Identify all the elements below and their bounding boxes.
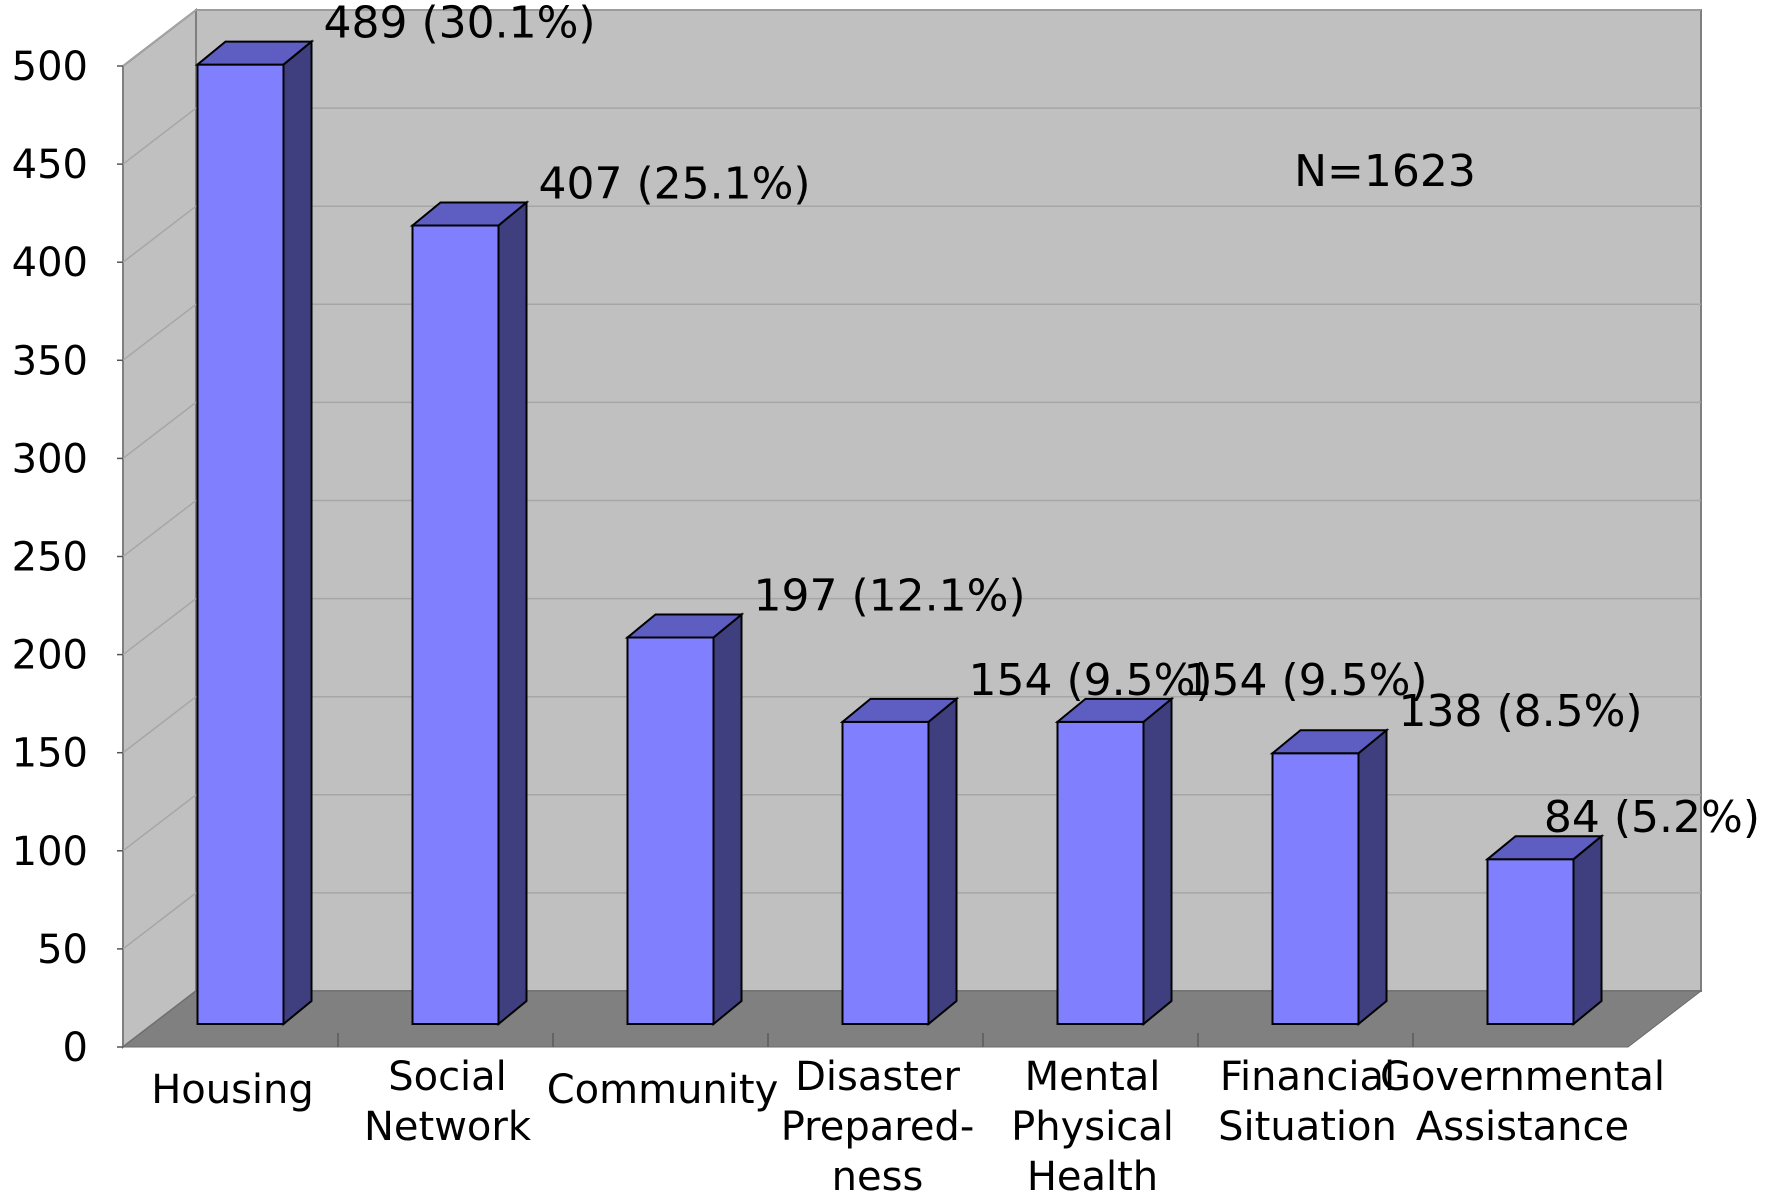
data-label: 197 (12.1%) [754,570,1026,621]
x-category-label-line: Housing [151,1067,314,1113]
data-label: 138 (8.5%) [1399,686,1643,737]
y-tick-label: 0 [63,1025,88,1071]
x-category-label-line: Physical [1011,1104,1174,1150]
bar [1269,728,1390,1027]
side-gridline [122,205,197,263]
x-category-label: Mental Physical Health [1011,1054,1174,1197]
bar-front [1486,858,1575,1026]
bar-front [1271,752,1360,1026]
x-category-label: Social Network [364,1054,532,1150]
side-gridline [122,107,197,165]
x-category-label-line: Network [364,1104,532,1150]
bar [194,39,315,1027]
bar [839,696,960,1027]
data-labels: 489 (30.1%) 407 (25.1%) 197 (12.1%) 154 (9.… [324,0,1761,843]
x-category-label-line: Governmental [1380,1054,1665,1100]
x-category-label-line: Disaster [795,1054,960,1100]
bar-top [194,40,315,66]
bar-side [497,200,528,1027]
bar-top [409,201,530,227]
bar-front [841,720,930,1025]
x-category-label-line: Mental [1025,1054,1161,1100]
y-tick-label: 200 [12,633,88,679]
side-gridline [122,794,197,852]
y-tick-label: 400 [12,240,88,286]
y-tick-label: 100 [12,829,88,875]
side-gridline [122,598,197,656]
data-label: 154 (9.5%) [969,655,1213,706]
x-category-label: Governmental Assistance [1380,1054,1665,1150]
data-label: 154 (9.5%) [1184,655,1428,706]
side-gridline [122,303,197,361]
bar-front [626,636,715,1026]
bar [1484,834,1605,1027]
y-axis-ticks: 0 50 100 150 200 250 300 350 400 450 500 [12,44,123,1071]
x-category-label: Financial Situation [1218,1054,1397,1150]
bar-side [1572,834,1603,1027]
bar [409,200,530,1027]
x-category-label-line: Health [1027,1154,1158,1197]
y-tick-label: 150 [12,731,88,777]
side-gridline [122,499,197,558]
y-tick-label: 500 [12,44,88,90]
bar-side [1357,728,1388,1027]
bar-front [411,224,500,1025]
bar [624,612,745,1027]
bar-top [1054,697,1175,723]
x-category-label-line: Prepared- [781,1104,975,1150]
y-tick-label: 300 [12,436,88,482]
y-tick-label: 50 [37,927,88,973]
bar-top [839,697,960,723]
side-gridline [122,696,197,754]
x-category-label: Housing [151,1067,314,1113]
x-category-label: Community [547,1067,779,1113]
y-tick-label: 450 [12,142,88,188]
bar-top [624,613,745,639]
side-gridline [122,9,197,67]
bar-front [1056,720,1145,1025]
side-gridline [122,892,197,950]
x-category-label: Disaster Prepared-ness [781,1054,975,1197]
bar-side [712,612,743,1027]
bar [1054,696,1175,1027]
bar-top [1269,729,1390,755]
data-label: 489 (30.1%) [324,0,596,49]
x-category-label-line: Social [388,1054,507,1100]
y-tick-label: 250 [12,535,88,581]
data-label: 407 (25.1%) [539,158,811,209]
data-label: 84 (5.2%) [1544,792,1760,843]
x-category-label-line: Financial [1220,1054,1395,1100]
bar-front [196,63,285,1026]
sample-size-annotation: N=1623 [1294,146,1476,197]
bar-side [927,696,958,1027]
y-tick-label: 350 [12,338,88,384]
bar-side [1142,696,1173,1027]
x-category-label-line: Situation [1218,1104,1397,1150]
bars [194,39,1605,1047]
x-category-label-line: Community [547,1067,779,1113]
bar-top [1484,835,1605,861]
x-category-label-line: Assistance [1416,1104,1629,1150]
bar-side [282,39,313,1027]
x-category-label-line: ness [832,1154,924,1197]
side-gridline [122,401,197,459]
